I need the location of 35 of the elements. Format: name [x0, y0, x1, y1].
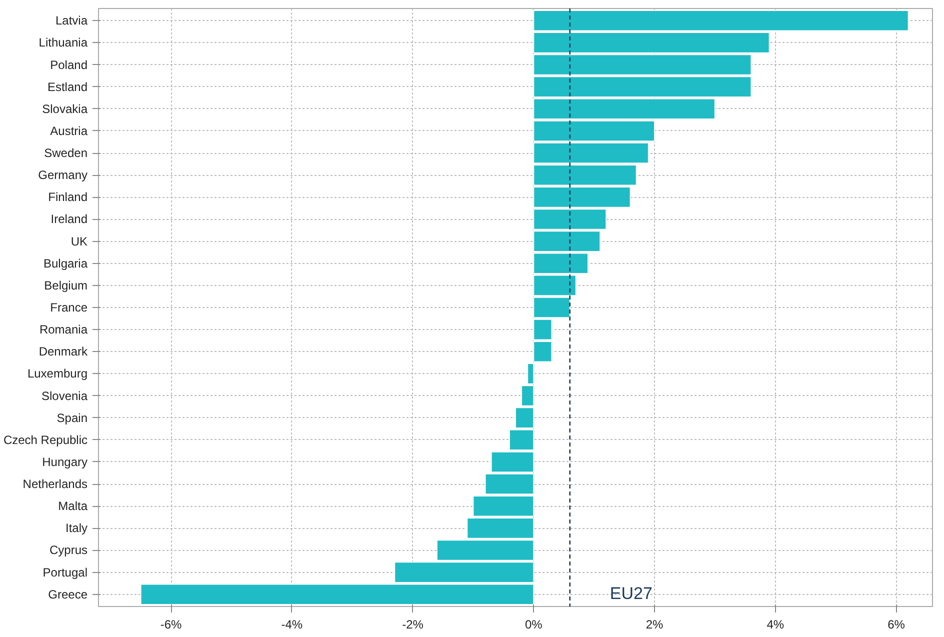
y-tick-label: Cyprus: [49, 543, 88, 558]
y-tick-label: Slovenia: [41, 388, 88, 403]
y-tick-label: Hungary: [42, 454, 88, 469]
y-tick-label: Luxemburg: [27, 366, 88, 381]
y-tick-label: Germany: [38, 168, 88, 182]
y-tick-label: Greece: [48, 587, 88, 602]
x-tick-label: 0%: [524, 618, 543, 632]
x-tick-label: -6%: [160, 618, 182, 632]
x-tick-label: -4%: [281, 618, 303, 632]
y-tick-label: France: [50, 300, 88, 314]
y-tick-label: Estland: [47, 80, 88, 94]
y-tick-label: Austria: [50, 124, 88, 138]
y-tick-label: Sweden: [44, 146, 88, 160]
y-tick-label: Poland: [50, 58, 88, 72]
ref-line-label: EU27: [610, 584, 652, 604]
y-tick-label: Italy: [65, 521, 88, 536]
y-tick-label: Spain: [56, 410, 88, 425]
y-tick-label: Denmark: [38, 344, 88, 359]
y-tick-label: Portugal: [42, 565, 88, 580]
y-tick-label: Netherlands: [22, 477, 88, 492]
x-tick-label: -2%: [402, 618, 424, 632]
y-tick-label: UK: [70, 234, 88, 248]
y-tick-label: Ireland: [50, 212, 88, 226]
y-tick-label: Belgium: [44, 278, 88, 292]
x-tick-label: 4%: [766, 618, 784, 632]
y-tick-label: Bulgaria: [43, 256, 88, 270]
x-tick-label: 6%: [888, 618, 906, 632]
y-tick-label: Latvia: [55, 14, 88, 28]
x-tick-label: 2%: [646, 618, 664, 632]
y-tick-label: Slovakia: [42, 102, 88, 116]
y-tick-label: Romania: [39, 322, 88, 337]
y-tick-label: Czech Republic: [3, 432, 88, 447]
y-tick-label: Malta: [58, 499, 88, 514]
y-tick-label: Lithuania: [38, 36, 88, 50]
y-tick-label: Finland: [48, 190, 88, 204]
